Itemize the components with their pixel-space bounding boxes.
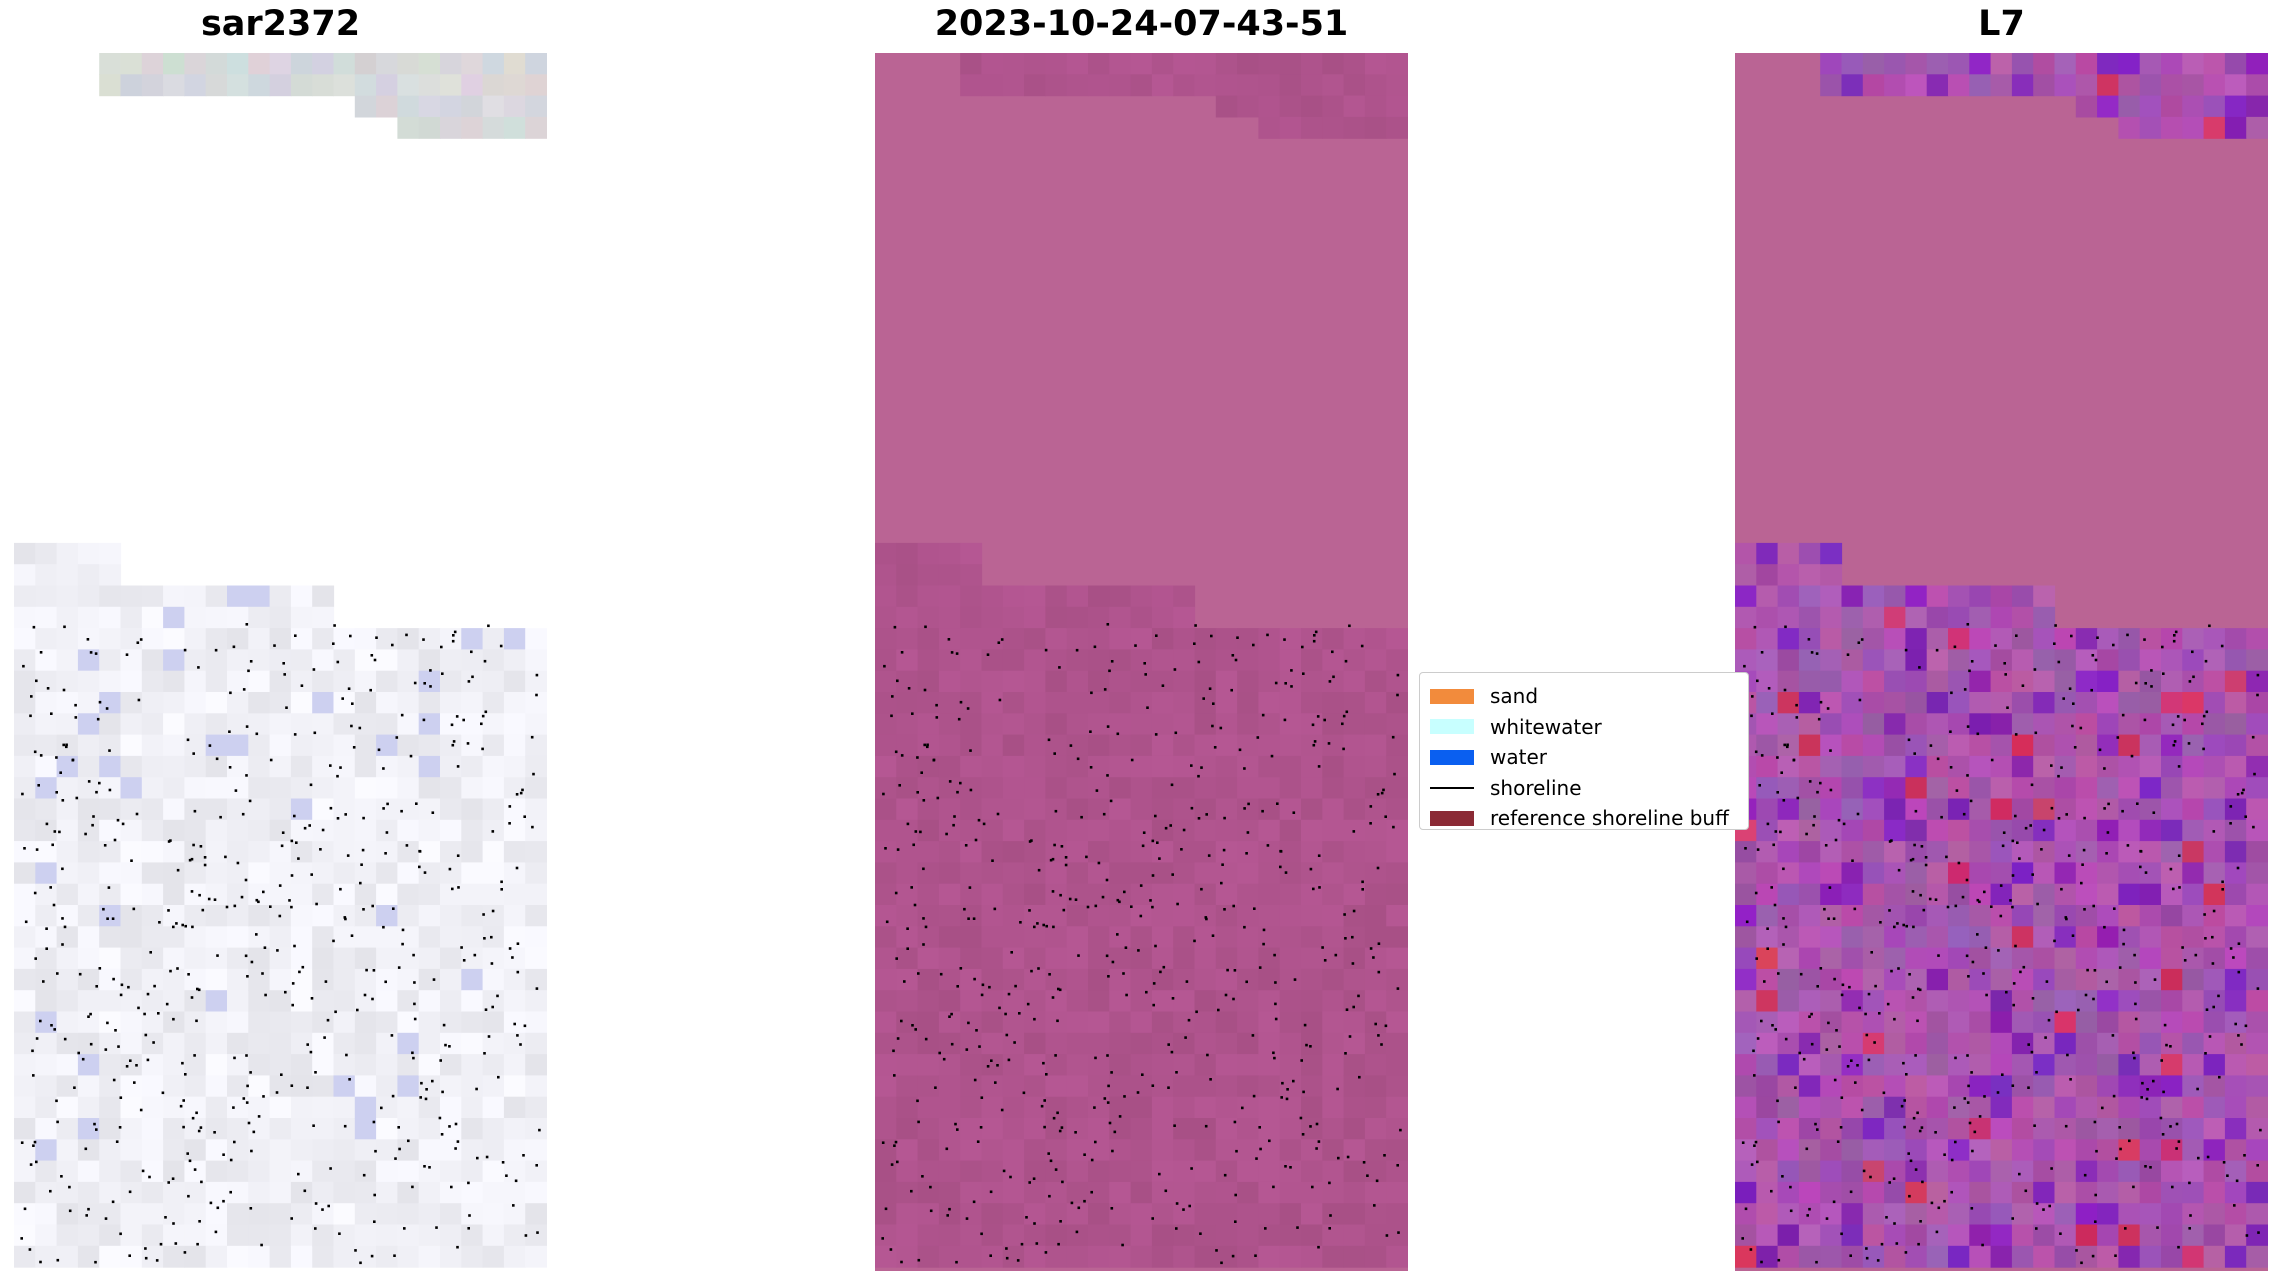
classified-image-panel xyxy=(875,53,1408,1271)
legend-item-shoreline: shoreline xyxy=(1430,773,1738,804)
legend-item-water: water xyxy=(1430,742,1738,773)
legend-label-water: water xyxy=(1490,745,1547,770)
panel-title-sar: sar2372 xyxy=(200,4,361,44)
legend-label-reference-buffer: reference shoreline buff xyxy=(1490,806,1729,830)
legend-label-shoreline: shoreline xyxy=(1490,775,1582,800)
l7-image-panel xyxy=(1735,53,2268,1271)
shoreline-line-icon xyxy=(1430,786,1474,789)
panel-title-l7: L7 xyxy=(1978,4,2025,44)
sand-swatch xyxy=(1430,688,1474,704)
legend-label-whitewater: whitewater xyxy=(1490,714,1602,739)
legend-label-sand: sand xyxy=(1490,684,1539,709)
rgb-image-canvas xyxy=(14,53,547,1268)
panel-title-date: 2023-10-24-07-43-51 xyxy=(934,4,1349,44)
legend-item-whitewater: whitewater xyxy=(1430,712,1738,743)
l7-image-canvas xyxy=(1735,53,2268,1268)
legend-item-reference-buffer: reference shoreline buff xyxy=(1430,803,1738,830)
water-swatch xyxy=(1430,749,1474,765)
legend: sand whitewater water shoreline referenc… xyxy=(1419,672,1749,830)
classified-image-canvas xyxy=(875,53,1408,1268)
whitewater-swatch xyxy=(1430,719,1474,735)
reference-buffer-swatch xyxy=(1430,810,1474,826)
rgb-image-panel xyxy=(14,53,547,1271)
legend-item-sand: sand xyxy=(1430,681,1738,712)
